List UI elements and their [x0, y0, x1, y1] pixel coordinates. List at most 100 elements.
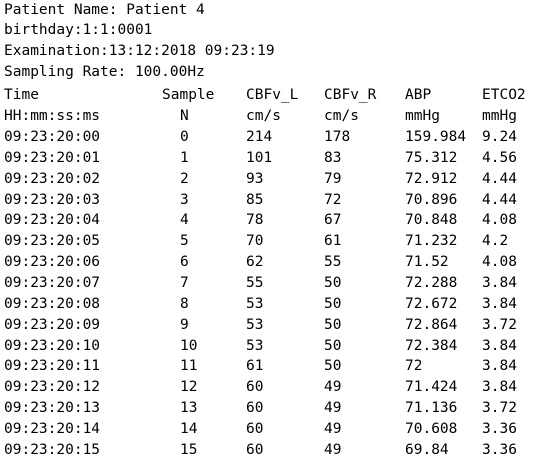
cell-time: 09:23:20:03: [4, 192, 101, 208]
cell-cbfv-l: 53: [246, 317, 264, 333]
cell-time: 09:23:20:15: [4, 442, 101, 458]
sampling-rate-line: Sampling Rate: 100.00Hz: [4, 64, 205, 80]
cell-abp: 72.912: [405, 171, 458, 187]
cell-abp: 70.896: [405, 192, 458, 208]
cell-cbfv-r: 49: [324, 421, 342, 437]
column-name-cbfv-l: CBFv_L: [246, 87, 299, 103]
cell-cbfv-l: 85: [246, 192, 264, 208]
cell-sample: 9: [180, 317, 189, 333]
cell-sample: 3: [180, 192, 189, 208]
cell-etco2: 9.24: [482, 129, 517, 145]
cell-cbfv-l: 101: [246, 150, 273, 166]
cell-cbfv-l: 70: [246, 233, 264, 249]
cell-time: 09:23:20:10: [4, 338, 101, 354]
cell-etco2: 4.2: [482, 233, 509, 249]
cell-abp: 75.312: [405, 150, 458, 166]
column-name-abp: ABP: [405, 87, 432, 103]
cell-cbfv-l: 60: [246, 379, 264, 395]
cell-sample: 14: [180, 421, 198, 437]
cell-abp: 71.136: [405, 400, 458, 416]
cell-sample: 15: [180, 442, 198, 458]
cell-cbfv-r: 55: [324, 254, 342, 270]
cell-cbfv-l: 78: [246, 212, 264, 228]
cell-cbfv-r: 50: [324, 338, 342, 354]
cell-sample: 13: [180, 400, 198, 416]
cell-abp: 71.232: [405, 233, 458, 249]
cell-cbfv-r: 49: [324, 400, 342, 416]
cell-sample: 8: [180, 296, 189, 312]
cell-sample: 2: [180, 171, 189, 187]
column-name-time: Time: [4, 87, 39, 103]
cell-time: 09:23:20:05: [4, 233, 101, 249]
cell-sample: 11: [180, 358, 198, 374]
cell-etco2: 3.72: [482, 400, 517, 416]
cell-time: 09:23:20:04: [4, 212, 101, 228]
cell-time: 09:23:20:11: [4, 358, 101, 374]
cell-time: 09:23:20:06: [4, 254, 101, 270]
cell-sample: 10: [180, 338, 198, 354]
cell-abp: 72.864: [405, 317, 458, 333]
cell-cbfv-l: 53: [246, 296, 264, 312]
cell-etco2: 3.84: [482, 379, 517, 395]
cell-etco2: 3.36: [482, 421, 517, 437]
cell-abp: 72.288: [405, 275, 458, 291]
cell-abp: 72: [405, 358, 423, 374]
cell-etco2: 4.08: [482, 254, 517, 270]
cell-cbfv-r: 50: [324, 317, 342, 333]
cell-time: 09:23:20:07: [4, 275, 101, 291]
cell-cbfv-l: 214: [246, 129, 273, 145]
cell-abp: 70.848: [405, 212, 458, 228]
cell-time: 09:23:20:12: [4, 379, 101, 395]
cell-cbfv-l: 53: [246, 338, 264, 354]
cell-cbfv-r: 67: [324, 212, 342, 228]
column-unit-etco2: mmHg: [482, 108, 517, 124]
cell-etco2: 4.08: [482, 212, 517, 228]
cell-etco2: 3.84: [482, 338, 517, 354]
cell-cbfv-l: 55: [246, 275, 264, 291]
cell-abp: 72.672: [405, 296, 458, 312]
cell-cbfv-r: 49: [324, 379, 342, 395]
cell-cbfv-r: 72: [324, 192, 342, 208]
cell-cbfv-r: 79: [324, 171, 342, 187]
cell-time: 09:23:20:09: [4, 317, 101, 333]
cell-cbfv-r: 83: [324, 150, 342, 166]
cell-abp: 72.384: [405, 338, 458, 354]
cell-abp: 159.984: [405, 129, 467, 145]
birthday-line: birthday:1:1:0001: [4, 22, 153, 38]
cell-time: 09:23:20:14: [4, 421, 101, 437]
examination-line: Examination:13:12:2018 09:23:19: [4, 43, 275, 59]
patient-name-line: Patient Name: Patient 4: [4, 2, 205, 18]
cell-cbfv-l: 60: [246, 421, 264, 437]
column-unit-time: HH:mm:ss:ms: [4, 108, 101, 124]
cell-sample: 12: [180, 379, 198, 395]
column-unit-sample: N: [180, 108, 189, 124]
cell-cbfv-r: 49: [324, 442, 342, 458]
cell-etco2: 3.84: [482, 358, 517, 374]
cell-cbfv-l: 60: [246, 400, 264, 416]
cell-sample: 4: [180, 212, 189, 228]
cell-etco2: 3.84: [482, 296, 517, 312]
cell-cbfv-l: 60: [246, 442, 264, 458]
cell-cbfv-l: 93: [246, 171, 264, 187]
cell-time: 09:23:20:01: [4, 150, 101, 166]
cell-cbfv-r: 50: [324, 275, 342, 291]
cell-sample: 6: [180, 254, 189, 270]
cell-cbfv-l: 62: [246, 254, 264, 270]
cell-sample: 5: [180, 233, 189, 249]
cell-etco2: 3.84: [482, 275, 517, 291]
cell-time: 09:23:20:08: [4, 296, 101, 312]
cell-abp: 71.52: [405, 254, 449, 270]
cell-abp: 69.84: [405, 442, 449, 458]
column-name-cbfv-r: CBFv_R: [324, 87, 377, 103]
column-unit-cbfv-r: cm/s: [324, 108, 359, 124]
cell-abp: 70.608: [405, 421, 458, 437]
cell-time: 09:23:20:00: [4, 129, 101, 145]
cell-sample: 7: [180, 275, 189, 291]
cell-abp: 71.424: [405, 379, 458, 395]
cell-cbfv-r: 178: [324, 129, 351, 145]
cell-sample: 0: [180, 129, 189, 145]
cell-etco2: 4.44: [482, 171, 517, 187]
cell-etco2: 3.36: [482, 442, 517, 458]
cell-cbfv-r: 50: [324, 358, 342, 374]
cell-cbfv-r: 50: [324, 296, 342, 312]
